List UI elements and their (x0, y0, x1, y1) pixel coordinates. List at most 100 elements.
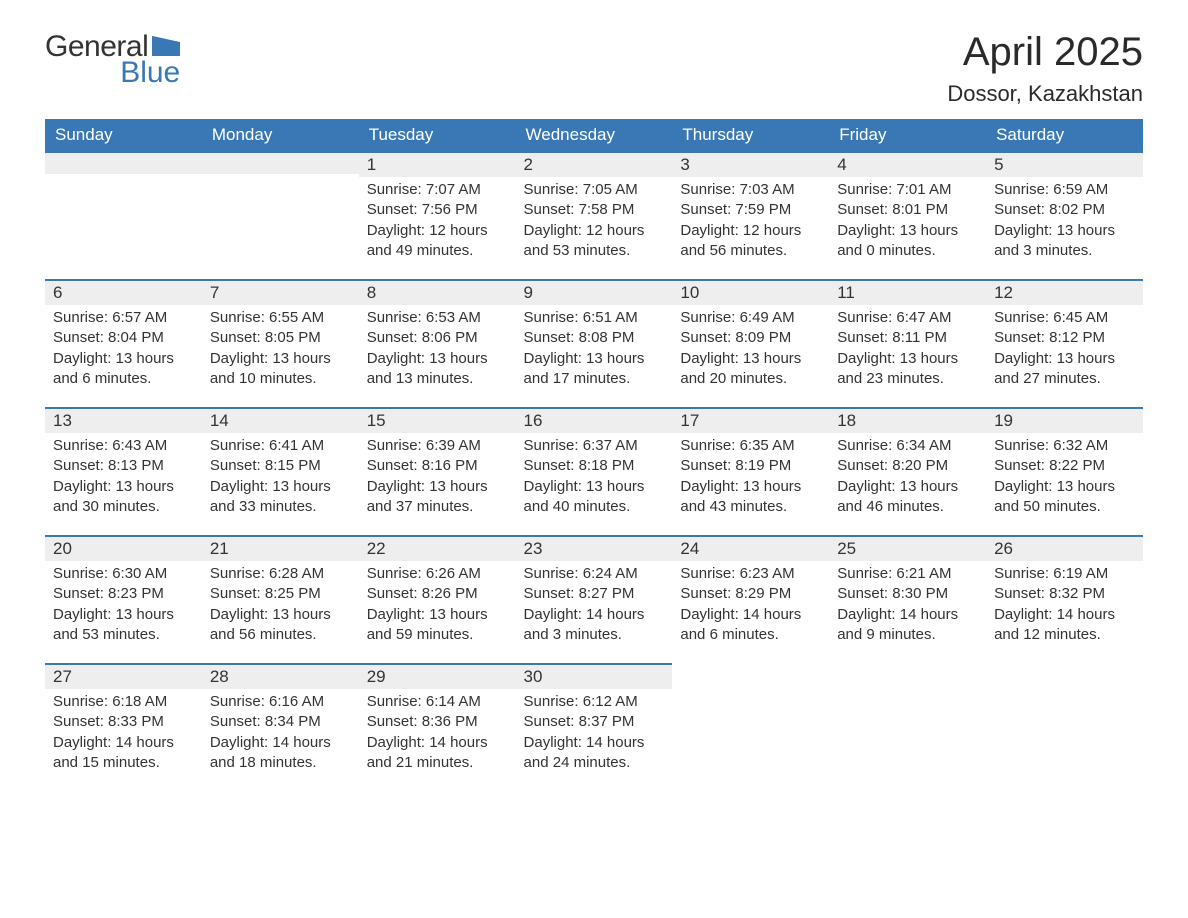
daylight-line2: and 56 minutes. (210, 625, 351, 645)
calendar-day-cell: 14Sunrise: 6:41 AMSunset: 8:15 PMDayligh… (202, 407, 359, 535)
sunset-text: Sunset: 8:16 PM (367, 456, 508, 476)
sunset-text: Sunset: 8:02 PM (994, 200, 1135, 220)
sunset-text: Sunset: 8:36 PM (367, 712, 508, 732)
daylight-line2: and 53 minutes. (524, 241, 665, 261)
daylight-line1: Daylight: 13 hours (994, 349, 1135, 369)
month-title: April 2025 (947, 30, 1143, 75)
calendar-day-cell: 3Sunrise: 7:03 AMSunset: 7:59 PMDaylight… (672, 151, 829, 279)
daylight-line2: and 10 minutes. (210, 369, 351, 389)
daylight-line2: and 53 minutes. (53, 625, 194, 645)
calendar-day-cell: 20Sunrise: 6:30 AMSunset: 8:23 PMDayligh… (45, 535, 202, 663)
day-content: Sunrise: 6:14 AMSunset: 8:36 PMDaylight:… (359, 689, 516, 781)
sunset-text: Sunset: 8:09 PM (680, 328, 821, 348)
daylight-line2: and 17 minutes. (524, 369, 665, 389)
daylight-line2: and 56 minutes. (680, 241, 821, 261)
day-content: Sunrise: 6:12 AMSunset: 8:37 PMDaylight:… (516, 689, 673, 781)
sunrise-text: Sunrise: 6:23 AM (680, 564, 821, 584)
sunset-text: Sunset: 8:33 PM (53, 712, 194, 732)
day-number: 20 (45, 535, 202, 561)
daylight-line1: Daylight: 12 hours (524, 221, 665, 241)
day-number: 24 (672, 535, 829, 561)
daylight-line2: and 3 minutes. (994, 241, 1135, 261)
day-content: Sunrise: 6:35 AMSunset: 8:19 PMDaylight:… (672, 433, 829, 525)
daylight-line2: and 27 minutes. (994, 369, 1135, 389)
sunrise-text: Sunrise: 6:16 AM (210, 692, 351, 712)
daylight-line2: and 37 minutes. (367, 497, 508, 517)
daylight-line1: Daylight: 14 hours (524, 733, 665, 753)
sunrise-text: Sunrise: 6:45 AM (994, 308, 1135, 328)
sunrise-text: Sunrise: 7:07 AM (367, 180, 508, 200)
daylight-line2: and 21 minutes. (367, 753, 508, 773)
sunrise-text: Sunrise: 7:05 AM (524, 180, 665, 200)
sunrise-text: Sunrise: 6:32 AM (994, 436, 1135, 456)
day-number: 12 (986, 279, 1143, 305)
calendar-head: Sunday Monday Tuesday Wednesday Thursday… (45, 119, 1143, 151)
weekday-header: Sunday (45, 119, 202, 151)
sunrise-text: Sunrise: 6:14 AM (367, 692, 508, 712)
daylight-line2: and 40 minutes. (524, 497, 665, 517)
daylight-line2: and 3 minutes. (524, 625, 665, 645)
calendar-week-row: 27Sunrise: 6:18 AMSunset: 8:33 PMDayligh… (45, 663, 1143, 791)
calendar-day-cell: 26Sunrise: 6:19 AMSunset: 8:32 PMDayligh… (986, 535, 1143, 663)
empty-day-header (45, 151, 202, 174)
day-content: Sunrise: 6:37 AMSunset: 8:18 PMDaylight:… (516, 433, 673, 525)
day-number: 25 (829, 535, 986, 561)
calendar-day-cell: 10Sunrise: 6:49 AMSunset: 8:09 PMDayligh… (672, 279, 829, 407)
day-content: Sunrise: 6:26 AMSunset: 8:26 PMDaylight:… (359, 561, 516, 653)
day-content: Sunrise: 6:28 AMSunset: 8:25 PMDaylight:… (202, 561, 359, 653)
day-content: Sunrise: 6:53 AMSunset: 8:06 PMDaylight:… (359, 305, 516, 397)
daylight-line2: and 18 minutes. (210, 753, 351, 773)
flag-icon (152, 36, 180, 56)
daylight-line2: and 15 minutes. (53, 753, 194, 773)
calendar-day-cell: 5Sunrise: 6:59 AMSunset: 8:02 PMDaylight… (986, 151, 1143, 279)
sunrise-text: Sunrise: 6:35 AM (680, 436, 821, 456)
daylight-line1: Daylight: 13 hours (837, 349, 978, 369)
day-number: 18 (829, 407, 986, 433)
daylight-line2: and 46 minutes. (837, 497, 978, 517)
calendar-day-cell: 30Sunrise: 6:12 AMSunset: 8:37 PMDayligh… (516, 663, 673, 791)
sunrise-text: Sunrise: 6:41 AM (210, 436, 351, 456)
day-content: Sunrise: 6:21 AMSunset: 8:30 PMDaylight:… (829, 561, 986, 653)
logo-blue-text: Blue (120, 56, 180, 90)
daylight-line1: Daylight: 14 hours (994, 605, 1135, 625)
weekday-header: Monday (202, 119, 359, 151)
sunset-text: Sunset: 8:22 PM (994, 456, 1135, 476)
day-number: 26 (986, 535, 1143, 561)
day-number: 8 (359, 279, 516, 305)
sunset-text: Sunset: 7:58 PM (524, 200, 665, 220)
sunset-text: Sunset: 7:59 PM (680, 200, 821, 220)
daylight-line1: Daylight: 13 hours (524, 349, 665, 369)
sunrise-text: Sunrise: 6:37 AM (524, 436, 665, 456)
day-number: 29 (359, 663, 516, 689)
empty-day-header (202, 151, 359, 174)
day-content: Sunrise: 6:51 AMSunset: 8:08 PMDaylight:… (516, 305, 673, 397)
sunrise-text: Sunrise: 7:01 AM (837, 180, 978, 200)
logo: General Blue (45, 30, 180, 90)
day-content: Sunrise: 6:47 AMSunset: 8:11 PMDaylight:… (829, 305, 986, 397)
daylight-line2: and 59 minutes. (367, 625, 508, 645)
daylight-line2: and 9 minutes. (837, 625, 978, 645)
day-content: Sunrise: 6:23 AMSunset: 8:29 PMDaylight:… (672, 561, 829, 653)
day-content: Sunrise: 6:43 AMSunset: 8:13 PMDaylight:… (45, 433, 202, 525)
sunset-text: Sunset: 8:32 PM (994, 584, 1135, 604)
day-number: 22 (359, 535, 516, 561)
calendar-day-cell: 19Sunrise: 6:32 AMSunset: 8:22 PMDayligh… (986, 407, 1143, 535)
calendar-day-cell (986, 663, 1143, 791)
day-content: Sunrise: 7:03 AMSunset: 7:59 PMDaylight:… (672, 177, 829, 269)
sunset-text: Sunset: 8:27 PM (524, 584, 665, 604)
calendar-day-cell: 9Sunrise: 6:51 AMSunset: 8:08 PMDaylight… (516, 279, 673, 407)
sunrise-text: Sunrise: 6:30 AM (53, 564, 194, 584)
sunset-text: Sunset: 8:20 PM (837, 456, 978, 476)
daylight-line2: and 20 minutes. (680, 369, 821, 389)
day-number: 16 (516, 407, 673, 433)
calendar-day-cell: 27Sunrise: 6:18 AMSunset: 8:33 PMDayligh… (45, 663, 202, 791)
sunrise-text: Sunrise: 6:28 AM (210, 564, 351, 584)
sunrise-text: Sunrise: 6:55 AM (210, 308, 351, 328)
calendar-day-cell (672, 663, 829, 791)
weekday-header: Friday (829, 119, 986, 151)
day-number: 14 (202, 407, 359, 433)
sunset-text: Sunset: 8:29 PM (680, 584, 821, 604)
weekday-header: Tuesday (359, 119, 516, 151)
daylight-line1: Daylight: 13 hours (994, 477, 1135, 497)
day-content: Sunrise: 7:05 AMSunset: 7:58 PMDaylight:… (516, 177, 673, 269)
